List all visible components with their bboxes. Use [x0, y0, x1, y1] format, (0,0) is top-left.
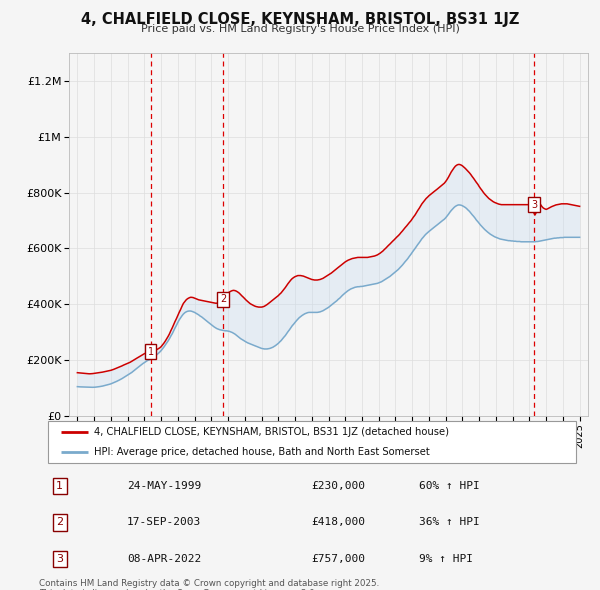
Text: 3: 3 — [531, 199, 537, 209]
Text: 4, CHALFIELD CLOSE, KEYNSHAM, BRISTOL, BS31 1JZ (detached house): 4, CHALFIELD CLOSE, KEYNSHAM, BRISTOL, B… — [94, 427, 449, 437]
Text: 24-MAY-1999: 24-MAY-1999 — [127, 481, 202, 491]
FancyBboxPatch shape — [48, 421, 576, 463]
Text: 36% ↑ HPI: 36% ↑ HPI — [419, 517, 479, 527]
Text: Contains HM Land Registry data © Crown copyright and database right 2025.
This d: Contains HM Land Registry data © Crown c… — [39, 579, 379, 590]
Text: 9% ↑ HPI: 9% ↑ HPI — [419, 554, 473, 564]
Text: £418,000: £418,000 — [311, 517, 365, 527]
Text: HPI: Average price, detached house, Bath and North East Somerset: HPI: Average price, detached house, Bath… — [94, 447, 430, 457]
Text: £757,000: £757,000 — [311, 554, 365, 564]
Text: 3: 3 — [56, 554, 63, 564]
Text: Price paid vs. HM Land Registry's House Price Index (HPI): Price paid vs. HM Land Registry's House … — [140, 24, 460, 34]
Text: 08-APR-2022: 08-APR-2022 — [127, 554, 202, 564]
Text: £230,000: £230,000 — [311, 481, 365, 491]
Text: 17-SEP-2003: 17-SEP-2003 — [127, 517, 202, 527]
Text: 2: 2 — [220, 294, 226, 304]
Text: 2: 2 — [56, 517, 63, 527]
Text: 4, CHALFIELD CLOSE, KEYNSHAM, BRISTOL, BS31 1JZ: 4, CHALFIELD CLOSE, KEYNSHAM, BRISTOL, B… — [81, 12, 519, 27]
Text: 1: 1 — [148, 347, 154, 357]
Text: 1: 1 — [56, 481, 63, 491]
Text: 60% ↑ HPI: 60% ↑ HPI — [419, 481, 479, 491]
